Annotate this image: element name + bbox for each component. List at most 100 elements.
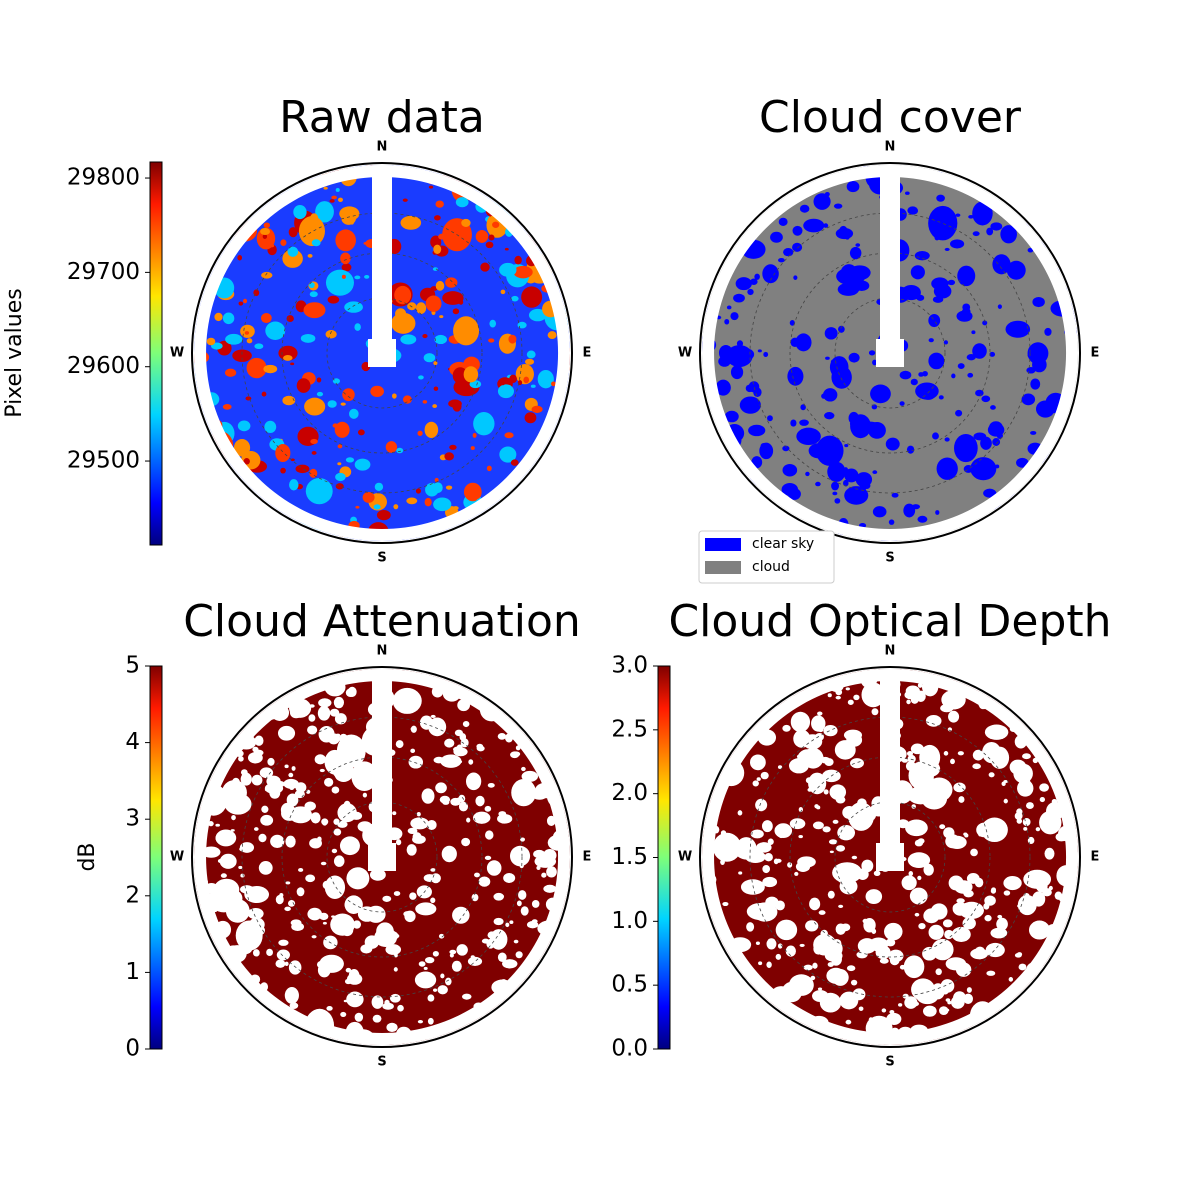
cloud-blob — [325, 329, 337, 339]
cloud-blob — [498, 811, 507, 817]
cloud-blob — [837, 824, 856, 841]
cloud-blob — [840, 288, 846, 292]
cloud-blob — [997, 914, 1003, 919]
direction-label: N — [377, 140, 388, 155]
legend-label: clear sky — [752, 536, 814, 552]
cloud-blob — [261, 391, 267, 397]
cloud-blob — [376, 922, 394, 941]
cloud-blob — [945, 998, 951, 1002]
cloud-blob — [284, 764, 289, 769]
cloud-blob — [354, 1012, 364, 1022]
cloud-blob — [526, 921, 539, 929]
cloud-blob — [354, 323, 361, 331]
cloud-blob — [814, 754, 821, 760]
cloud-blob — [923, 908, 940, 924]
cloud-blob — [829, 784, 847, 800]
cloud-blob — [284, 906, 291, 912]
cloud-blob — [928, 313, 941, 328]
cloud-blob — [966, 987, 972, 993]
cloud-blob — [1016, 818, 1023, 824]
cloud-blob — [1053, 816, 1059, 824]
cloud-blob — [861, 682, 885, 708]
cloud-blob — [288, 772, 294, 778]
cloud-blob — [762, 876, 778, 888]
cloud-blob — [446, 754, 458, 765]
cloud-blob — [939, 1006, 949, 1016]
cloud-blob — [798, 806, 803, 813]
direction-label: S — [377, 1055, 386, 1070]
cloud-blob — [333, 828, 342, 836]
cloud-blob — [406, 497, 418, 505]
cloud-blob — [831, 481, 840, 491]
cloud-blob — [944, 929, 954, 940]
cloud-blob — [918, 922, 926, 930]
cloud-blob — [996, 917, 1008, 931]
cloud-blob — [294, 790, 305, 799]
cloud-blob — [824, 192, 830, 197]
cloud-blob — [337, 820, 348, 828]
cloud-blob — [736, 340, 744, 347]
cloud-blob — [504, 247, 509, 251]
horizon — [699, 666, 1081, 1048]
cloud-blob — [884, 922, 903, 941]
cloud-blob — [438, 933, 445, 939]
cloud-blob — [972, 201, 993, 226]
cloud-blob — [1026, 367, 1036, 374]
cloud-blob — [414, 971, 437, 989]
cloud-blob — [433, 244, 442, 255]
cloud-blob — [787, 366, 804, 386]
cloud-blob — [943, 827, 955, 839]
cloud-blob — [844, 444, 849, 448]
cloud-blob — [730, 365, 744, 380]
cloud-blob — [890, 926, 898, 932]
cloud-blob — [305, 477, 333, 505]
cloud-blob — [412, 832, 422, 842]
cloud-blob — [992, 438, 1001, 446]
cloud-blob — [499, 446, 517, 463]
cloud-blob — [262, 234, 268, 240]
cloud-blob — [1003, 798, 1008, 804]
cloud-blob — [844, 486, 869, 505]
cloud-blob — [1039, 783, 1050, 792]
cloud-blob — [939, 824, 946, 830]
cloud-blob — [240, 873, 245, 878]
cloud-blob — [910, 265, 925, 280]
cloud-blob — [443, 761, 448, 766]
cloud-blob — [909, 887, 928, 905]
cloud-blob — [961, 307, 971, 316]
cloud-blob — [798, 835, 803, 839]
cloud-blob — [422, 333, 428, 339]
cloud-blob — [819, 992, 842, 1013]
cloud-blob — [950, 995, 965, 1009]
cloud-blob — [899, 370, 912, 380]
cloud-blob — [434, 215, 441, 221]
cloud-blob — [914, 912, 920, 917]
cloud-blob — [376, 509, 391, 521]
cloud-blob — [950, 758, 955, 765]
direction-label: E — [583, 850, 592, 865]
colorbar — [149, 161, 163, 546]
cloud-blob — [246, 357, 267, 379]
cloud-blob — [970, 848, 978, 857]
cloud-blob — [433, 361, 438, 366]
cloud-blob — [910, 378, 918, 386]
cloud-blob — [457, 760, 463, 764]
cloud-blob — [824, 412, 835, 420]
cloud-blob — [820, 929, 828, 938]
cloud-blob — [955, 961, 962, 966]
cloud-blob — [899, 401, 905, 406]
cloud-blob — [280, 467, 286, 474]
cloud-blob — [224, 368, 237, 377]
cloud-blob — [861, 859, 874, 873]
cloud-blob — [275, 959, 286, 968]
cloud-blob — [355, 505, 360, 509]
cloud-blob — [473, 811, 491, 824]
cloud-blob — [755, 941, 760, 945]
cloud-blob — [782, 724, 791, 732]
cloud-blob — [247, 752, 263, 764]
cloud-blob — [1042, 888, 1052, 897]
cloud-blob — [1023, 892, 1030, 899]
cloud-blob — [430, 868, 436, 872]
cloud-blob — [261, 805, 269, 813]
cloud-blob — [986, 227, 994, 236]
